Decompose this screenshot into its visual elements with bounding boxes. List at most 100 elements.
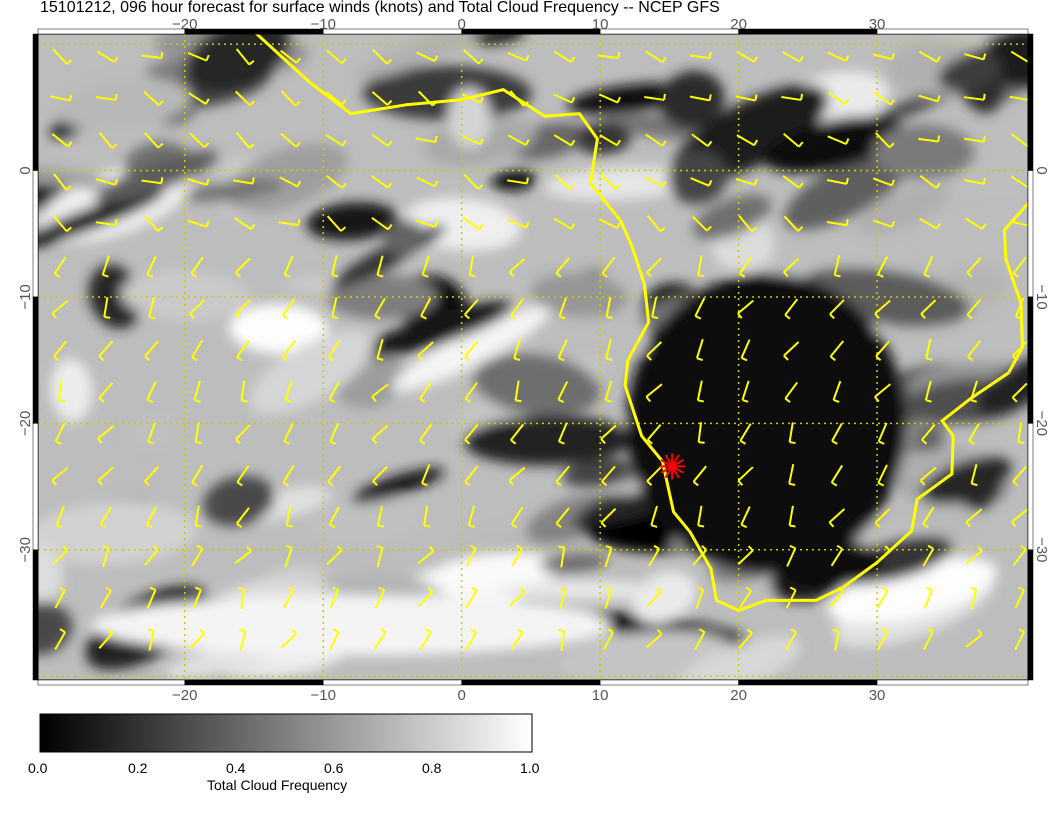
wind-barb bbox=[234, 217, 256, 231]
wind-barb bbox=[192, 586, 202, 609]
wind-barb bbox=[740, 339, 751, 362]
cloud-patch bbox=[94, 150, 219, 204]
lat-tick-label: −20 bbox=[1033, 411, 1050, 436]
wind-barb bbox=[697, 255, 705, 278]
wind-barb bbox=[783, 215, 804, 232]
wind-barb bbox=[553, 50, 576, 63]
cloud-patch bbox=[120, 270, 251, 321]
colorbar-tick: 0.4 bbox=[226, 760, 246, 776]
wind-barb bbox=[970, 587, 978, 610]
wind-barb bbox=[232, 177, 255, 185]
wind-barb bbox=[829, 299, 845, 320]
colorbar-label: Total Cloud Frequency bbox=[207, 777, 348, 793]
cloud-patch bbox=[668, 149, 728, 205]
wind-barb bbox=[918, 94, 941, 103]
lon-scale-bar bbox=[461, 28, 601, 35]
wind-barb bbox=[239, 628, 247, 651]
wind-barb bbox=[826, 219, 849, 227]
location-star-marker bbox=[659, 453, 686, 480]
wind-barb bbox=[650, 505, 658, 528]
wind-barb bbox=[147, 628, 155, 651]
wind-barb bbox=[57, 380, 65, 403]
wind-barb bbox=[95, 93, 118, 101]
lon-tick-label: 20 bbox=[730, 16, 747, 33]
wind-barb bbox=[877, 256, 889, 278]
wind-barb bbox=[1012, 465, 1028, 487]
wind-barb bbox=[371, 216, 393, 231]
wind-barb bbox=[284, 545, 293, 568]
lon-tick-label: 20 bbox=[730, 687, 747, 704]
lon-tick-label: 10 bbox=[592, 687, 609, 704]
cloud-patch bbox=[306, 494, 422, 546]
lat-scale-bar bbox=[32, 296, 39, 424]
lat-tick-label: −10 bbox=[1033, 284, 1050, 309]
wind-barb bbox=[1009, 95, 1028, 101]
wind-barb bbox=[645, 629, 663, 649]
wind-barb bbox=[553, 134, 576, 147]
wind-barb bbox=[831, 422, 843, 445]
lon-scale-bar bbox=[184, 28, 324, 35]
wind-barb bbox=[601, 256, 616, 278]
cloud-patch bbox=[922, 456, 1012, 505]
wind-barb bbox=[191, 464, 204, 487]
wind-barb bbox=[374, 586, 386, 609]
wind-barb bbox=[510, 423, 525, 445]
wind-barb bbox=[965, 545, 983, 565]
lon-scale-bar bbox=[738, 679, 878, 686]
wind-barb bbox=[827, 135, 850, 145]
wind-barb bbox=[240, 380, 248, 403]
wind-barb bbox=[737, 299, 754, 319]
wind-barb bbox=[874, 383, 891, 403]
wind-barb bbox=[874, 545, 891, 566]
wind-barb bbox=[876, 586, 889, 609]
wind-barb bbox=[147, 422, 156, 445]
wind-barb bbox=[738, 256, 753, 278]
wind-barb bbox=[467, 505, 476, 528]
wind-barb bbox=[468, 255, 476, 278]
wind-barb bbox=[194, 422, 202, 445]
wind-barb bbox=[98, 131, 118, 149]
wind-barb bbox=[600, 173, 621, 190]
wind-barb bbox=[372, 466, 388, 486]
wind-barb bbox=[507, 177, 529, 185]
wind-barb bbox=[188, 92, 210, 105]
wind-barb bbox=[874, 132, 895, 149]
wind-barb bbox=[784, 381, 798, 403]
lon-scale-bar bbox=[599, 679, 739, 686]
wind-barb bbox=[420, 297, 432, 320]
wind-barb bbox=[376, 505, 385, 528]
wind-barb bbox=[965, 629, 983, 648]
wind-barb bbox=[329, 422, 340, 445]
wind-barb bbox=[371, 383, 389, 402]
wind-barb bbox=[646, 587, 662, 607]
wind-barb bbox=[785, 628, 798, 650]
cloud-patch bbox=[473, 353, 601, 417]
lat-tick-label: −20 bbox=[17, 411, 34, 436]
wind-barb bbox=[507, 51, 530, 62]
cloud-patch bbox=[249, 330, 374, 415]
cloud-patch bbox=[872, 124, 975, 180]
wind-barb bbox=[695, 338, 704, 362]
wind-barb bbox=[738, 215, 758, 233]
wind-barb bbox=[696, 380, 704, 403]
wind-barb bbox=[919, 175, 941, 189]
wind-barb bbox=[331, 297, 339, 320]
wind-barb bbox=[782, 50, 804, 63]
wind-barb bbox=[51, 466, 69, 486]
wind-barb bbox=[95, 218, 118, 227]
wind-barb bbox=[605, 338, 613, 361]
wind-barb bbox=[280, 49, 301, 64]
wind-barb bbox=[967, 340, 981, 362]
wind-barb bbox=[144, 215, 164, 232]
cloud-patch bbox=[562, 458, 633, 487]
wind-barb bbox=[509, 587, 526, 607]
wind-barb bbox=[966, 257, 982, 278]
wind-barb bbox=[146, 255, 157, 278]
wind-barb bbox=[283, 255, 294, 278]
wind-barb bbox=[646, 466, 662, 486]
wind-barb bbox=[193, 380, 201, 403]
wind-barb bbox=[54, 422, 66, 445]
cloud-patch bbox=[543, 166, 699, 201]
wind-barb bbox=[605, 297, 613, 320]
wind-barb bbox=[599, 218, 621, 229]
